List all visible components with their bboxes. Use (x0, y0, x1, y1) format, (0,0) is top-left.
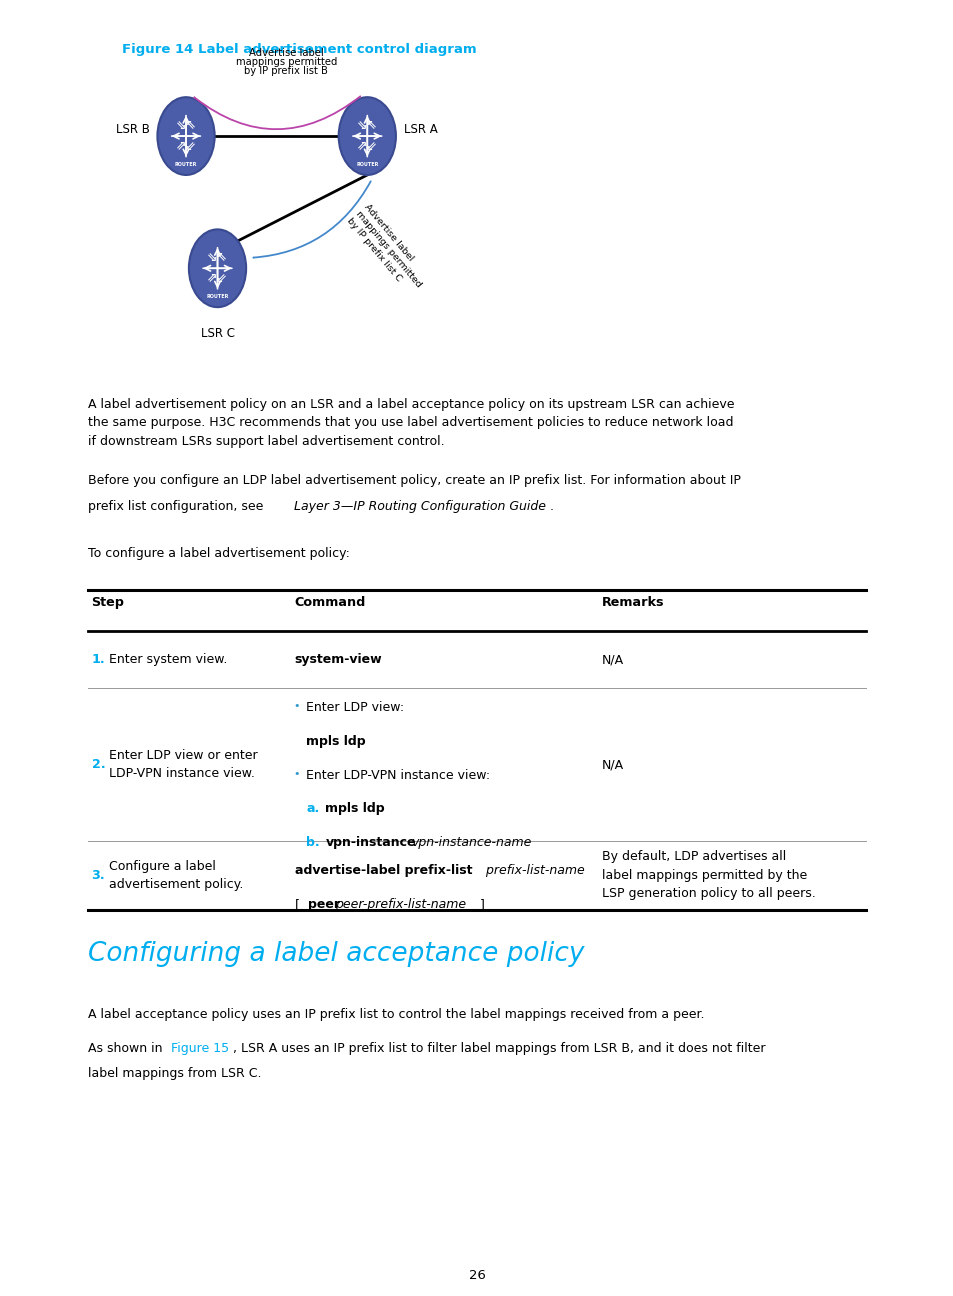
Circle shape (189, 229, 246, 307)
Text: Figure 15: Figure 15 (171, 1042, 229, 1055)
Text: ROUTER: ROUTER (174, 162, 197, 167)
Text: b.: b. (306, 836, 319, 849)
Text: 26: 26 (468, 1269, 485, 1282)
Text: by IP prefix list B: by IP prefix list B (244, 66, 328, 76)
Circle shape (338, 97, 395, 175)
Text: Figure 14 Label advertisement control diagram: Figure 14 Label advertisement control di… (122, 43, 476, 56)
Text: system-view: system-view (294, 653, 382, 666)
Text: Enter LDP view:: Enter LDP view: (306, 701, 404, 714)
Text: ⇗⇙: ⇗⇙ (207, 272, 228, 285)
Text: Configure a label
advertisement policy.: Configure a label advertisement policy. (109, 859, 243, 892)
Text: a.: a. (306, 802, 319, 815)
Text: ]: ] (476, 898, 484, 911)
Text: 3.: 3. (91, 868, 105, 883)
FancyArrowPatch shape (194, 96, 360, 130)
Text: Enter system view.: Enter system view. (109, 653, 227, 666)
Text: As shown in: As shown in (88, 1042, 166, 1055)
Text: Step: Step (91, 596, 125, 609)
Text: ⇘⇖: ⇘⇖ (207, 251, 228, 264)
Text: mpls ldp: mpls ldp (306, 735, 366, 748)
Text: Command: Command (294, 596, 366, 609)
Text: A label advertisement policy on an LSR and a label acceptance policy on its upst: A label advertisement policy on an LSR a… (88, 398, 734, 448)
FancyArrowPatch shape (253, 181, 371, 258)
Text: LSR B: LSR B (115, 123, 150, 136)
Text: N/A: N/A (601, 758, 623, 771)
Text: Layer 3—IP Routing Configuration Guide: Layer 3—IP Routing Configuration Guide (294, 499, 545, 513)
Text: N/A: N/A (601, 653, 623, 666)
Text: A label acceptance policy uses an IP prefix list to control the label mappings r: A label acceptance policy uses an IP pre… (88, 1008, 703, 1021)
Text: .: . (549, 499, 553, 513)
Text: 1.: 1. (91, 653, 105, 666)
Text: Configuring a label acceptance policy: Configuring a label acceptance policy (88, 941, 583, 967)
Text: peer: peer (308, 898, 340, 911)
Text: Enter LDP-VPN instance view:: Enter LDP-VPN instance view: (306, 769, 490, 781)
Text: LSR C: LSR C (200, 327, 234, 340)
Text: Enter LDP view or enter
LDP-VPN instance view.: Enter LDP view or enter LDP-VPN instance… (109, 749, 257, 780)
Text: Remarks: Remarks (601, 596, 664, 609)
Text: label mappings from LSR C.: label mappings from LSR C. (88, 1068, 261, 1081)
Text: ROUTER: ROUTER (355, 162, 378, 167)
Circle shape (157, 97, 214, 175)
Text: prefix-list-name: prefix-list-name (481, 864, 584, 877)
Text: ⇘⇖: ⇘⇖ (356, 119, 377, 132)
Text: 2.: 2. (91, 758, 105, 771)
Text: advertise-label prefix-list: advertise-label prefix-list (294, 864, 472, 877)
Text: •: • (294, 769, 300, 779)
Text: mappings permitted: mappings permitted (235, 57, 336, 67)
Text: To configure a label advertisement policy:: To configure a label advertisement polic… (88, 547, 350, 560)
Text: ⇗⇙: ⇗⇙ (356, 140, 377, 153)
Text: LSR A: LSR A (403, 123, 436, 136)
Text: vpn-instance: vpn-instance (325, 836, 416, 849)
Text: prefix list configuration, see: prefix list configuration, see (88, 499, 267, 513)
Text: ⇗⇙: ⇗⇙ (175, 140, 196, 153)
Text: , LSR A uses an IP prefix list to filter label mappings from LSR B, and it does : , LSR A uses an IP prefix list to filter… (233, 1042, 764, 1055)
Text: ⇘⇖: ⇘⇖ (175, 119, 196, 132)
Text: vpn-instance-name: vpn-instance-name (411, 836, 531, 849)
Text: •: • (294, 701, 300, 712)
Text: By default, LDP advertises all
label mappings permitted by the
LSP generation po: By default, LDP advertises all label map… (601, 850, 815, 901)
Text: mpls ldp: mpls ldp (325, 802, 384, 815)
Text: [: [ (294, 898, 303, 911)
Text: Before you configure an LDP label advertisement policy, create an IP prefix list: Before you configure an LDP label advert… (88, 474, 740, 487)
Text: Advertise label
mappings permitted
by IP prefix list C: Advertise label mappings permitted by IP… (345, 202, 431, 297)
Text: ROUTER: ROUTER (206, 294, 229, 299)
Text: peer-prefix-list-name: peer-prefix-list-name (335, 898, 465, 911)
Text: Advertise label: Advertise label (249, 48, 323, 58)
